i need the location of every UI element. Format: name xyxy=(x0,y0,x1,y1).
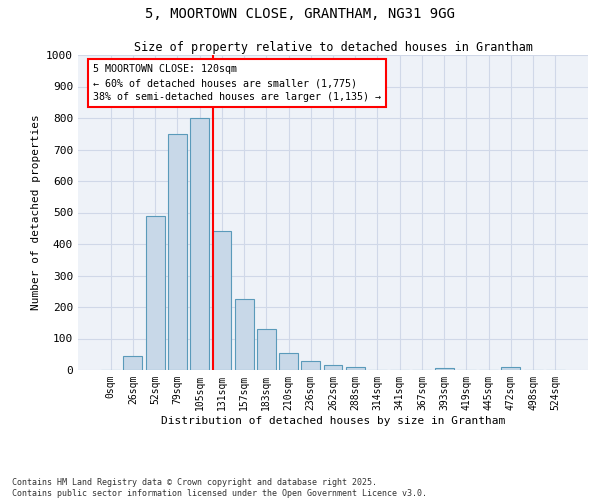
Title: Size of property relative to detached houses in Grantham: Size of property relative to detached ho… xyxy=(133,41,533,54)
Bar xyxy=(323,366,343,370)
Bar xyxy=(257,329,276,370)
Y-axis label: Number of detached properties: Number of detached properties xyxy=(31,114,41,310)
X-axis label: Distribution of detached houses by size in Grantham: Distribution of detached houses by size … xyxy=(161,416,505,426)
Bar xyxy=(124,356,142,370)
Text: 5, MOORTOWN CLOSE, GRANTHAM, NG31 9GG: 5, MOORTOWN CLOSE, GRANTHAM, NG31 9GG xyxy=(145,8,455,22)
Text: Contains HM Land Registry data © Crown copyright and database right 2025.
Contai: Contains HM Land Registry data © Crown c… xyxy=(12,478,427,498)
Bar xyxy=(190,118,209,370)
Bar xyxy=(346,367,365,370)
Bar xyxy=(502,367,520,370)
Bar xyxy=(301,360,320,370)
Bar xyxy=(279,352,298,370)
Bar xyxy=(146,216,164,370)
Text: 5 MOORTOWN CLOSE: 120sqm
← 60% of detached houses are smaller (1,775)
38% of sem: 5 MOORTOWN CLOSE: 120sqm ← 60% of detach… xyxy=(94,64,382,102)
Bar xyxy=(235,299,254,370)
Bar xyxy=(168,134,187,370)
Bar xyxy=(435,368,454,370)
Bar xyxy=(212,232,231,370)
